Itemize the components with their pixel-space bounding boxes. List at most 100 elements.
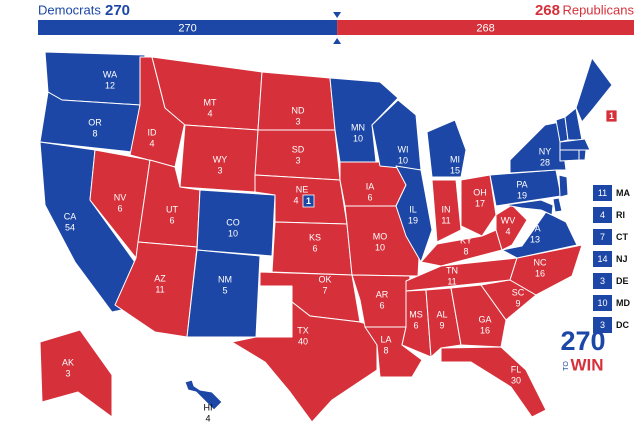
republicans-bar-label: 268 bbox=[476, 22, 494, 34]
sidebar-box bbox=[593, 273, 612, 289]
state-abbr: IA bbox=[366, 181, 375, 191]
state-votes: 4 bbox=[149, 138, 154, 148]
state-votes: 3 bbox=[295, 155, 300, 165]
state-abbr: MT bbox=[204, 97, 217, 107]
state bbox=[559, 138, 591, 151]
state bbox=[329, 77, 399, 163]
state-abbr: OH bbox=[473, 187, 487, 197]
state bbox=[460, 174, 497, 237]
state-abbr: WY bbox=[213, 154, 228, 164]
state-votes: 6 bbox=[379, 300, 384, 310]
democrats-bar bbox=[38, 20, 338, 35]
state-abbr: CA bbox=[64, 211, 77, 221]
state bbox=[495, 204, 528, 251]
state-votes: 3 bbox=[596, 110, 601, 120]
split-votes: 1 bbox=[609, 111, 614, 121]
state-votes: 13 bbox=[530, 234, 540, 244]
state-votes: 10 bbox=[353, 133, 363, 143]
sidebar-abbr: MD bbox=[616, 298, 630, 308]
state-votes: 4 bbox=[505, 226, 510, 236]
state-abbr: OK bbox=[318, 274, 331, 284]
sidebar-votes: 3 bbox=[600, 320, 605, 330]
state bbox=[504, 199, 554, 216]
state-abbr: CO bbox=[226, 217, 240, 227]
state-abbr: AZ bbox=[154, 273, 166, 283]
sidebar-votes: 3 bbox=[600, 276, 605, 286]
split-box bbox=[302, 194, 315, 208]
state-abbr: PA bbox=[516, 179, 527, 189]
republicans-label: Republicans bbox=[562, 2, 634, 17]
state-votes: 9 bbox=[439, 320, 444, 330]
state-abbr: FL bbox=[511, 364, 522, 374]
sidebar-box bbox=[593, 251, 612, 267]
sidebar-abbr: CT bbox=[616, 232, 628, 242]
state bbox=[501, 211, 578, 259]
state-votes: 28 bbox=[540, 157, 550, 167]
state-abbr: ME bbox=[598, 99, 612, 109]
state-abbr: VA bbox=[529, 223, 540, 233]
tally-bar: 270 268 bbox=[38, 12, 634, 44]
state-abbr: LA bbox=[380, 334, 391, 344]
state-votes: 40 bbox=[298, 336, 308, 346]
state-votes: 12 bbox=[105, 80, 115, 90]
sidebar-votes: 4 bbox=[600, 210, 605, 220]
win-marker-top bbox=[333, 12, 342, 18]
state-votes: 5 bbox=[222, 285, 227, 295]
state-abbr: MS bbox=[409, 309, 423, 319]
state-votes: 54 bbox=[65, 222, 75, 232]
state-abbr: KY bbox=[460, 235, 472, 245]
state-votes: 16 bbox=[480, 325, 490, 335]
state bbox=[578, 149, 587, 161]
state-abbr: NM bbox=[218, 274, 232, 284]
state-votes: 8 bbox=[463, 246, 468, 256]
state-abbr: ND bbox=[292, 105, 305, 115]
sidebar-box bbox=[593, 207, 612, 223]
sidebar-abbr: MA bbox=[616, 188, 630, 198]
state bbox=[196, 189, 276, 257]
state-abbr: MO bbox=[373, 231, 388, 241]
state-votes: 11 bbox=[441, 215, 450, 225]
state-votes: 11 bbox=[447, 276, 456, 286]
state-votes: 17 bbox=[475, 198, 485, 208]
state bbox=[431, 179, 462, 243]
state bbox=[114, 241, 198, 338]
state bbox=[509, 121, 567, 174]
state-abbr: UT bbox=[166, 204, 178, 214]
state-votes: 4 bbox=[205, 413, 210, 423]
state-votes: 6 bbox=[413, 320, 418, 330]
logo-to: TO bbox=[563, 361, 570, 371]
state-votes: 6 bbox=[117, 203, 122, 213]
sidebar-box bbox=[593, 185, 612, 201]
split-votes: 1 bbox=[306, 196, 311, 206]
state-votes: 6 bbox=[367, 192, 372, 202]
republicans-total: 268 bbox=[535, 2, 560, 19]
state-votes: 3 bbox=[217, 165, 222, 175]
small-states-list: 11 MA 4 RI 7 CT 14 NJ 3 DE 10 MD 3 DC bbox=[593, 185, 630, 333]
state-abbr: AR bbox=[376, 289, 389, 299]
state-abbr: SD bbox=[292, 144, 305, 154]
state-votes: 8 bbox=[92, 128, 97, 138]
state bbox=[440, 346, 547, 418]
state-votes: 11 bbox=[155, 284, 164, 294]
state bbox=[39, 329, 113, 418]
state-votes: 4 bbox=[207, 108, 212, 118]
logo-number: 270 bbox=[560, 326, 605, 356]
state-votes: 16 bbox=[535, 268, 545, 278]
state bbox=[509, 244, 583, 296]
sidebar-box bbox=[593, 295, 612, 311]
state-abbr: AK bbox=[62, 357, 74, 367]
state-votes: 19 bbox=[517, 190, 527, 200]
sidebar-votes: 10 bbox=[597, 298, 607, 308]
state bbox=[425, 287, 462, 358]
state-votes: 15 bbox=[450, 165, 460, 175]
state-abbr: NH bbox=[584, 132, 597, 142]
democrats-label: Democrats bbox=[38, 2, 101, 17]
state-abbr: GA bbox=[478, 314, 491, 324]
state bbox=[401, 289, 432, 358]
state-votes: 7 bbox=[322, 285, 327, 295]
logo: 270 TO WIN bbox=[560, 326, 605, 374]
sidebar-votes: 7 bbox=[600, 232, 605, 242]
state-abbr: IN bbox=[442, 204, 451, 214]
